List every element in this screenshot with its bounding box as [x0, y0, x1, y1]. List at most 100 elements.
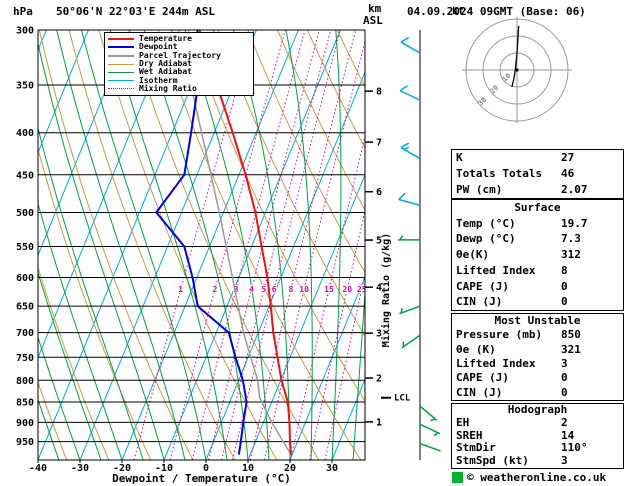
panel-row: EH 2 — [452, 415, 623, 430]
metric-label: CAPE (J) — [456, 279, 509, 293]
svg-text:15: 15 — [324, 285, 334, 294]
run-datetime: 04.09.2024 09GMT (Base: 06) — [407, 5, 586, 18]
metric-value: 3 — [561, 454, 568, 468]
svg-text:20: 20 — [342, 285, 352, 294]
svg-text:10: 10 — [501, 72, 513, 84]
svg-text:550: 550 — [16, 242, 34, 253]
metric-value: 110° — [561, 441, 588, 455]
svg-text:1: 1 — [376, 417, 382, 428]
metric-label: EH — [456, 415, 470, 429]
legend-line-sample — [108, 54, 134, 57]
svg-text:500: 500 — [16, 208, 34, 219]
copyright-text: © weatheronline.co.uk — [467, 471, 607, 484]
station-location-title: 50°06'N 22°03'E 244m ASL — [56, 5, 215, 18]
legend-item: Parcel Trajectory — [108, 51, 250, 60]
legend-item-label: Mixing Ratio — [139, 83, 197, 93]
metric-value: 14 — [561, 428, 575, 442]
metric-label: Pressure (mb) — [456, 328, 543, 342]
svg-text:750: 750 — [16, 353, 34, 364]
metric-value: 0 — [561, 295, 568, 309]
legend-line-sample — [108, 80, 134, 82]
metric-value: 46 — [561, 167, 575, 180]
panel-row: CIN (J) 0 — [452, 386, 623, 400]
svg-text:3: 3 — [234, 285, 239, 294]
svg-text:8: 8 — [376, 87, 382, 98]
svg-text:-20: -20 — [113, 463, 131, 474]
svg-text:20: 20 — [284, 463, 296, 474]
svg-text:5: 5 — [261, 285, 266, 294]
metric-value: 0 — [561, 279, 568, 293]
metric-value: 850 — [561, 328, 581, 342]
legend-item: Dry Adiabat — [108, 60, 250, 68]
panel-row: K 27 — [452, 150, 623, 166]
panel-row: PW (cm) 2.07 — [452, 182, 623, 198]
svg-text:2: 2 — [212, 285, 217, 294]
metric-value: 321 — [561, 342, 581, 356]
panel-row: θe(K) 312 — [452, 247, 623, 263]
weatheronline-logo — [452, 472, 463, 483]
metric-value: 2.07 — [561, 183, 588, 196]
metric-label: CAPE (J) — [456, 371, 509, 385]
svg-text:600: 600 — [16, 273, 34, 284]
panel-row: CAPE (J) 0 — [452, 371, 623, 385]
temperature-axis-label: Dewpoint / Temperature (°C) — [112, 472, 291, 485]
svg-text:8: 8 — [288, 285, 293, 294]
panel-title: Hodograph — [507, 403, 568, 416]
panel-title: Surface — [514, 201, 561, 214]
svg-text:400: 400 — [16, 128, 34, 139]
panel-row: Temp (°C) 19.7 — [452, 216, 623, 232]
svg-text:LCL: LCL — [394, 394, 411, 404]
metric-value: 2 — [561, 415, 568, 429]
metric-label: StmDir — [456, 441, 496, 455]
legend-item-label: Wet Adiabat — [139, 67, 192, 77]
panel-row: Totals Totals 46 — [452, 166, 623, 182]
legend-item-label: Temperature — [139, 34, 192, 44]
svg-text:800: 800 — [16, 376, 34, 387]
svg-text:-10: -10 — [155, 463, 173, 474]
metric-label: K — [456, 151, 463, 164]
svg-text:-30: -30 — [71, 463, 89, 474]
metric-label: Temp (°C) — [456, 216, 516, 230]
metric-value: 19.7 — [561, 216, 588, 230]
svg-text:10: 10 — [242, 463, 254, 474]
legend-item: Dewpoint — [108, 43, 250, 51]
metric-value: 8 — [561, 263, 568, 277]
metric-label: SREH — [456, 428, 483, 442]
legend-item: Isotherm — [108, 76, 250, 84]
panel-most-unstable: Most Unstable Pressure (mb) 850 θe (K) 321 Li… — [451, 313, 624, 401]
metric-value: 0 — [561, 371, 568, 385]
panel-row: Dewp (°C) 7.3 — [452, 231, 623, 247]
panel-title: Most Unstable — [494, 314, 581, 327]
svg-text:450: 450 — [16, 170, 34, 181]
panel-row: θe (K) 321 — [452, 343, 623, 357]
metric-label: θe (K) — [456, 342, 496, 356]
metric-label: θe(K) — [456, 248, 490, 262]
svg-text:2: 2 — [376, 374, 382, 385]
svg-text:1: 1 — [178, 285, 183, 294]
svg-text:850: 850 — [16, 397, 34, 408]
svg-text:6: 6 — [376, 187, 382, 198]
panel-row: StmSpd (kt) 3 — [452, 454, 623, 468]
panel-indices: K 27 Totals Totals 46 PW (cm) 2.07 — [451, 149, 624, 199]
svg-text:300: 300 — [16, 26, 34, 37]
metric-label: Dewp (°C) — [456, 232, 516, 246]
metric-label: CIN (J) — [456, 295, 503, 309]
metric-label: Lifted Index — [456, 356, 536, 370]
svg-text:350: 350 — [16, 81, 34, 92]
panel-hodograph: Hodograph EH 2 SREH 14 StmDir 110° StmSpd (kt) 3 — [451, 403, 624, 469]
legend-item: Wet Adiabat — [108, 68, 250, 76]
legend-item-label: Isotherm — [139, 75, 178, 85]
svg-text:900: 900 — [16, 418, 34, 429]
panel-row: SREH 14 — [452, 428, 623, 443]
svg-text:30: 30 — [326, 463, 338, 474]
legend-item-label: Dry Adiabat — [139, 59, 192, 69]
legend-item-label: Dewpoint — [139, 42, 178, 52]
metric-label: CIN (J) — [456, 385, 503, 399]
legend-item: Mixing Ratio — [108, 83, 250, 93]
pressure-unit-label: hPa — [13, 5, 33, 18]
panel-surface: Surface Temp (°C) 19.7 Dewp (°C) 7.3 θe(K) 312… — [451, 199, 624, 311]
metric-label: Totals Totals — [456, 167, 543, 180]
panel-row: CIN (J) 0 — [452, 294, 623, 310]
legend: Temperature Dewpoint Parcel Trajectory Dry … — [104, 32, 254, 97]
metric-label: StmSpd (kt) — [456, 454, 529, 468]
